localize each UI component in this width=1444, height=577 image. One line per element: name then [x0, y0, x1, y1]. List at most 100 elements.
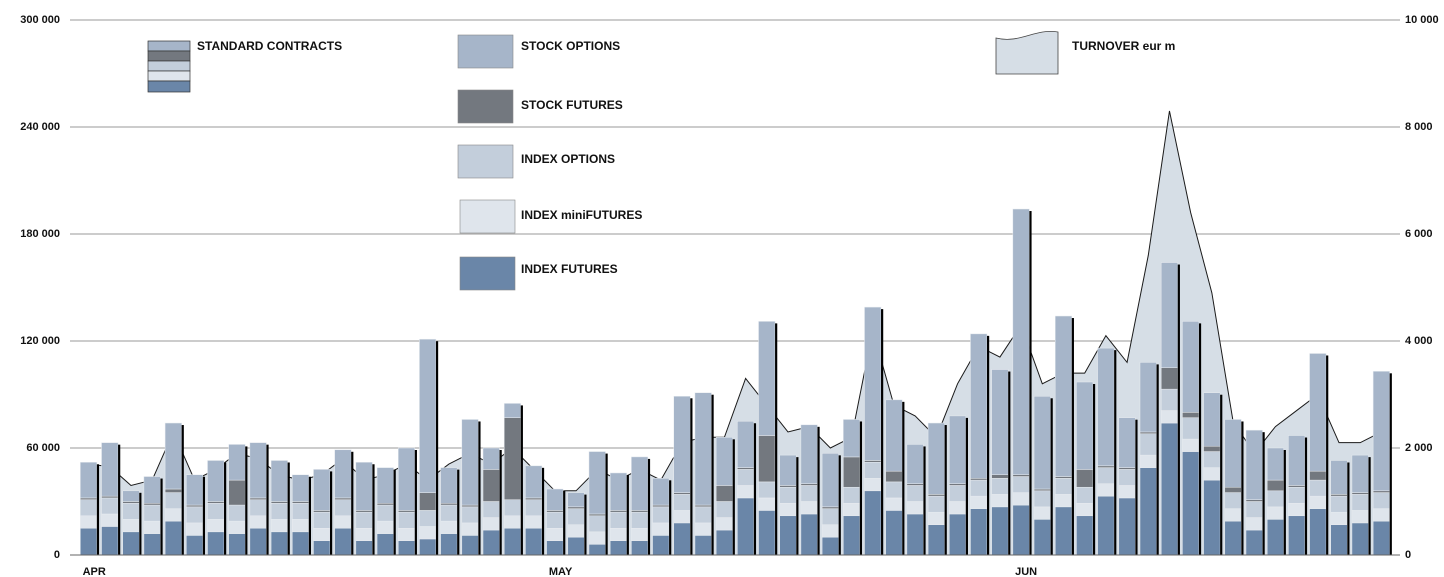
- bar-segment: [588, 515, 606, 533]
- bar-segment: [631, 528, 649, 541]
- bar-segment: [779, 503, 797, 517]
- bar-segment: [800, 501, 818, 515]
- bar-segment: [355, 510, 373, 513]
- bar-segment: [1351, 522, 1369, 556]
- bar-shadow: [160, 478, 163, 555]
- bar-segment: [355, 540, 373, 556]
- bar-segment: [376, 520, 394, 534]
- bar-segment: [292, 531, 310, 556]
- bar-segment: [122, 503, 140, 520]
- bar-segment: [122, 531, 140, 556]
- bar-segment: [1309, 495, 1327, 509]
- bar-segment: [673, 492, 691, 495]
- x-tick-label: APR: [83, 566, 106, 577]
- bar-shadow: [605, 453, 608, 555]
- bar-segment: [313, 528, 331, 541]
- bar-segment: [843, 486, 861, 504]
- bar-segment: [885, 510, 903, 556]
- bar-segment: [737, 497, 755, 556]
- bar-segment: [694, 506, 712, 524]
- bar-segment: [1266, 506, 1284, 520]
- bar-shadow: [118, 444, 121, 555]
- bar-shadow: [181, 425, 184, 555]
- bar-segment: [1097, 347, 1115, 467]
- bar-segment: [1203, 445, 1221, 452]
- legend-icon: [147, 80, 191, 93]
- bar-segment: [758, 497, 776, 511]
- bar-shadow: [1347, 462, 1350, 555]
- bar-segment: [164, 520, 182, 556]
- bar-segment: [673, 494, 691, 511]
- bar-shadow: [1220, 394, 1223, 555]
- bar-segment: [1076, 486, 1094, 504]
- bar-shadow: [1114, 350, 1117, 555]
- bar-segment: [228, 520, 246, 534]
- bar-segment: [376, 467, 394, 504]
- bar-segment: [1224, 492, 1242, 509]
- bar-segment: [821, 453, 839, 508]
- bar-segment: [1076, 503, 1094, 517]
- bar-shadow: [986, 335, 990, 555]
- bar-segment: [843, 456, 861, 488]
- y2-tick-label: 6 000: [1405, 228, 1433, 240]
- bar-segment: [927, 495, 945, 513]
- bar-segment: [270, 519, 288, 533]
- bar-segment: [334, 499, 352, 517]
- bar-segment: [1266, 519, 1284, 556]
- bar-segment: [143, 503, 161, 506]
- bar-segment: [885, 399, 903, 472]
- bar-segment: [631, 510, 649, 513]
- bar-segment: [737, 467, 755, 470]
- bar-segment: [970, 333, 988, 479]
- bar-shadow: [1262, 432, 1265, 555]
- bar-segment: [779, 454, 797, 486]
- bar-segment: [927, 422, 945, 495]
- bar-segment: [270, 531, 288, 556]
- bar-shadow: [372, 464, 375, 555]
- bar-segment: [440, 467, 458, 504]
- legend-label: TURNOVER eur m: [1072, 39, 1175, 53]
- bar-segment: [1309, 353, 1327, 472]
- bar-segment: [1097, 467, 1115, 484]
- bar-segment: [631, 511, 649, 529]
- bar-segment: [927, 494, 945, 497]
- bar-segment: [1372, 508, 1390, 522]
- bar-segment: [949, 501, 967, 515]
- bar-segment: [567, 508, 585, 525]
- bar-segment: [482, 529, 500, 556]
- bar-shadow: [1135, 419, 1138, 555]
- bar-segment: [1266, 447, 1284, 481]
- bar-segment: [1203, 451, 1221, 468]
- bar-segment: [1076, 381, 1094, 470]
- bar-segment: [906, 483, 924, 486]
- bar-segment: [249, 442, 267, 499]
- bar-shadow: [711, 394, 714, 555]
- bar-segment: [694, 392, 712, 506]
- bar-segment: [821, 508, 839, 525]
- bar-segment: [567, 492, 585, 508]
- bar-segment: [376, 503, 394, 506]
- bar-segment: [101, 442, 119, 497]
- bar-segment: [503, 403, 521, 418]
- bar-segment: [1224, 419, 1242, 488]
- legend-icon: [147, 50, 191, 62]
- bar-segment: [1139, 454, 1157, 468]
- bar-segment: [652, 535, 670, 556]
- bar-segment: [525, 497, 543, 500]
- bar-segment: [270, 501, 288, 504]
- legend-swatch: [457, 34, 514, 69]
- bar-segment: [906, 444, 924, 484]
- bar-segment: [249, 528, 267, 556]
- bar-segment: [567, 506, 585, 509]
- legend-swatch: [459, 199, 516, 234]
- bar-segment: [673, 510, 691, 524]
- bar-segment: [546, 511, 564, 529]
- bar-segment: [1160, 367, 1178, 390]
- bar-segment: [334, 515, 352, 529]
- bar-segment: [1224, 486, 1242, 493]
- bar-segment: [546, 528, 564, 541]
- bar-segment: [503, 499, 521, 517]
- bar-shadow: [1050, 398, 1053, 555]
- bar-segment: [1118, 417, 1136, 468]
- bar-shadow: [626, 474, 629, 555]
